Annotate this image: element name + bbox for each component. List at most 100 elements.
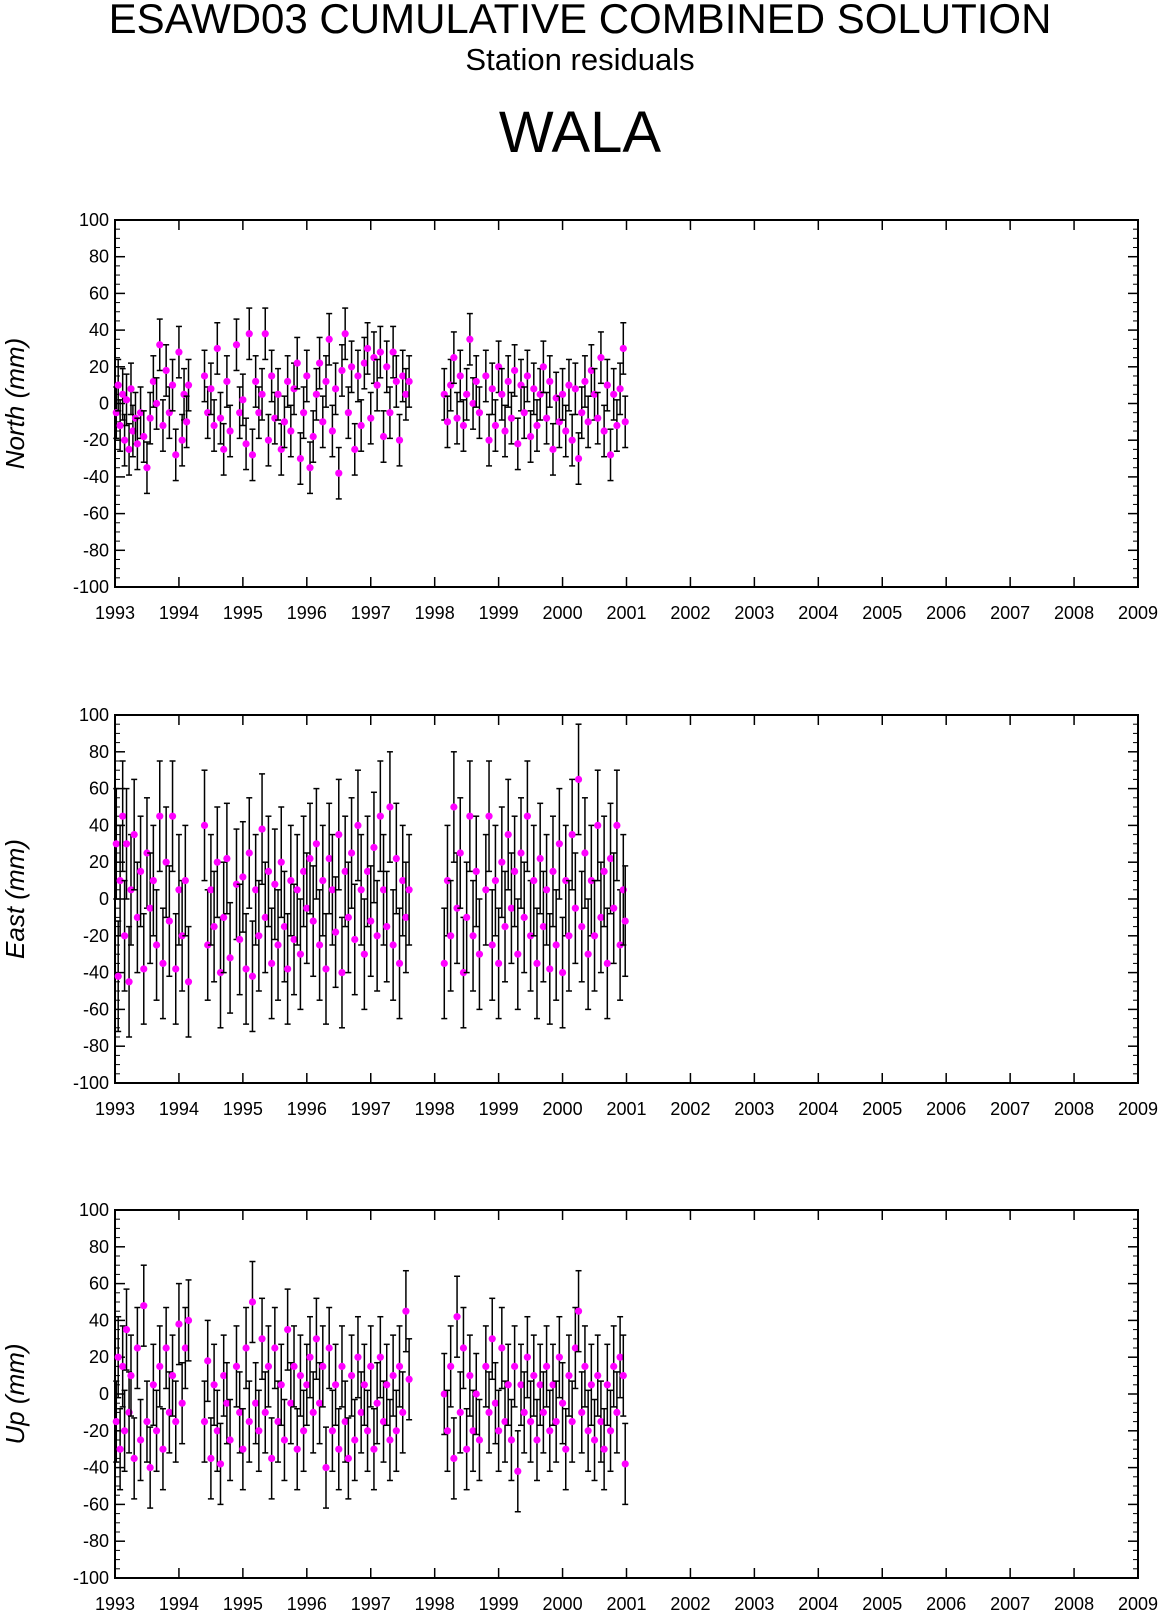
east-data-point [533,959,541,968]
north-data-point [542,414,551,422]
north-x-tick-label: 2008 [1054,603,1094,623]
north-data-point [172,451,180,459]
north-data-point [252,377,260,386]
up-x-tick-label: 2007 [990,1594,1030,1614]
east-data-point [351,935,359,944]
north-data-point [226,427,234,435]
up-data-point [501,1418,509,1426]
north-data-point [245,330,253,338]
up-y-axis-label: Up (mm) [0,1343,30,1444]
east-data-point [584,950,592,958]
north-data-point [354,372,362,380]
north-data-point [290,385,298,393]
up-data-point [284,1326,292,1334]
east-data-point [156,812,164,820]
up-data-point [236,1408,244,1416]
north-x-tick-label: 2003 [734,603,774,623]
up-data-point [587,1381,595,1389]
east-data-point [293,886,301,894]
east-data-point [587,877,595,885]
north-data-point [530,385,538,393]
east-y-tick-label: -40 [83,963,109,983]
up-data-point [344,1454,352,1462]
up-data-point [258,1335,266,1343]
up-x-tick-label: 1998 [415,1594,455,1614]
up-x-tick-label: 2004 [798,1594,838,1614]
north-data-point [146,414,154,422]
north-data-point [520,409,528,417]
up-x-tick-label: 2008 [1054,1594,1094,1614]
north-y-tick-label: 40 [89,320,109,340]
north-data-point [220,445,228,453]
east-data-point [581,849,589,857]
up-data-point [498,1344,506,1352]
east-data-point [331,928,340,936]
up-data-point [606,1427,615,1435]
north-data-point [284,377,292,386]
north-data-point [325,335,333,343]
north-data-point [373,381,381,389]
up-data-point [287,1399,295,1407]
east-data-point [389,941,397,949]
up-x-tick-label: 2005 [862,1594,902,1614]
east-data-point [542,886,551,894]
east-data-point [200,821,209,830]
north-y-tick-label: -80 [83,540,109,560]
east-data-point [485,812,493,820]
east-data-point [152,941,161,949]
up-data-point [469,1427,477,1435]
up-data-point [370,1445,378,1453]
east-data-point [495,959,503,968]
east-data-point [261,913,269,922]
north-data-point [402,390,410,398]
up-x-tick-label: 1994 [159,1594,199,1614]
east-data-point [594,821,602,830]
up-data-point [546,1427,554,1435]
up-x-tick-label: 2002 [670,1594,710,1614]
up-data-point [223,1399,231,1407]
east-data-point [274,941,282,949]
north-data-point [255,409,263,417]
north-data-point [287,427,295,435]
east-data-point [125,978,133,986]
north-data-point [268,372,276,380]
east-data-point [287,877,295,885]
east-data-point [181,877,189,885]
up-data-point [603,1381,611,1389]
north-data-point [296,454,305,463]
north-data-point [344,409,352,417]
north-x-tick-label: 1997 [351,603,391,623]
north-data-point [606,451,615,459]
east-data-point [347,849,356,857]
up-data-point [440,1390,448,1398]
east-data-point [507,904,516,912]
up-data-point [558,1399,567,1407]
up-x-tick-label: 1993 [95,1594,135,1614]
east-data-point [399,877,407,885]
north-data-point [463,390,471,398]
north-data-point [379,432,388,441]
north-data-point [319,418,327,426]
up-data-point [248,1298,257,1306]
up-data-point [533,1436,541,1444]
north-data-point [264,436,273,444]
north-data-point [335,469,343,477]
east-x-tick-label: 1993 [95,1099,135,1119]
east-data-point [245,849,253,857]
north-data-point [357,421,365,430]
up-data-point [530,1372,538,1380]
east-data-point [114,972,122,980]
up-data-point [523,1353,531,1361]
up-data-point [574,1307,583,1315]
north-data-point [331,385,340,393]
up-data-point [351,1436,359,1444]
north-data-point [168,381,177,389]
north-data-point [472,377,480,386]
east-data-point [220,913,228,922]
east-x-tick-label: 2004 [798,1099,838,1119]
east-data-point [539,923,547,931]
up-data-point [277,1381,285,1389]
east-data-point [136,867,145,876]
north-data-point [491,421,500,430]
up-data-point [335,1445,343,1453]
